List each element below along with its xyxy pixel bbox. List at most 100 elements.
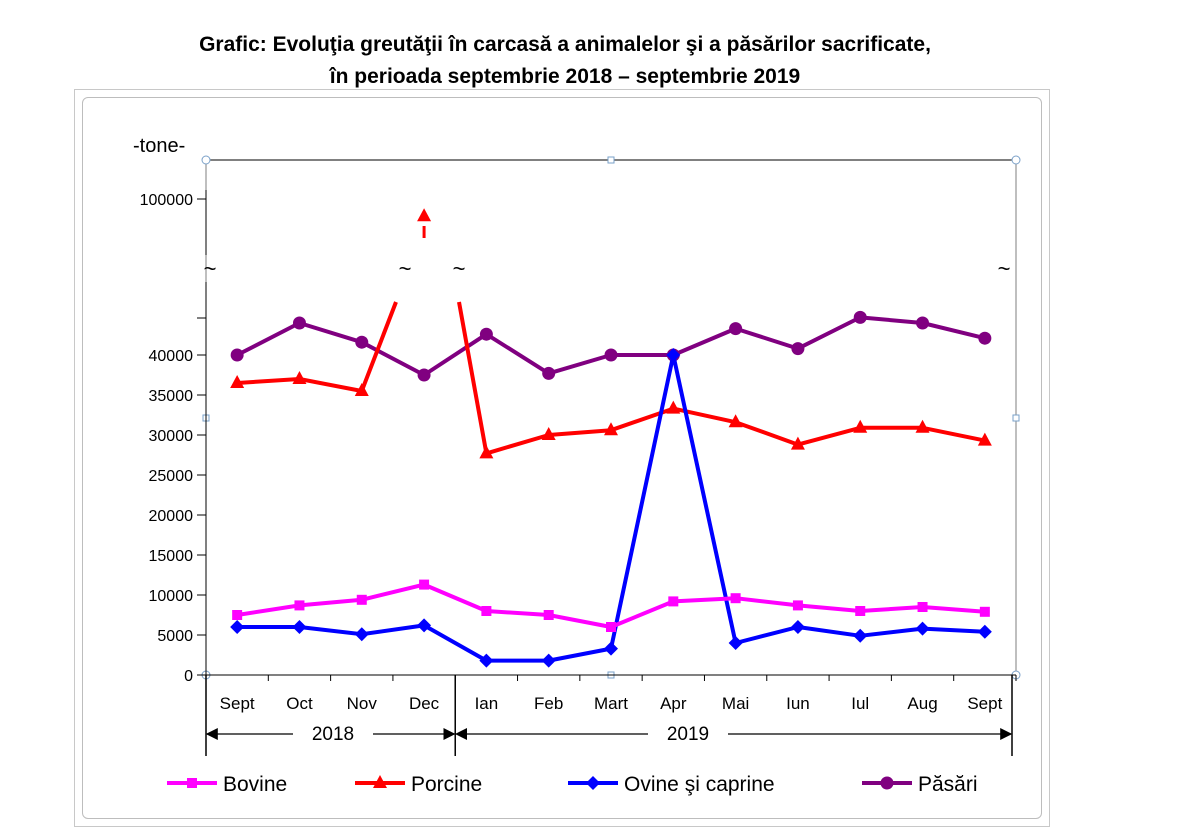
x-tick-label: Apr (660, 694, 687, 713)
data-point-square (917, 602, 928, 612)
chart-title-line-1: Grafic: Evoluţia greutăţii în carcasă a … (199, 33, 931, 56)
data-point-circle (230, 348, 244, 362)
y-tick-label: 100000 (140, 192, 193, 209)
legend-marker (586, 776, 600, 790)
data-point-diamond (604, 641, 618, 656)
data-point-diamond (479, 653, 494, 668)
data-point-triangle (417, 208, 432, 222)
chart-outer-frame (74, 89, 1050, 827)
data-point-square (419, 579, 430, 590)
data-point-triangle (915, 419, 930, 433)
data-point-circle (355, 335, 369, 349)
data-point-square (294, 600, 305, 611)
data-point-circle (978, 331, 992, 345)
data-point-square (979, 606, 990, 617)
x-tick-label: Iun (786, 694, 810, 713)
legend-label: Bovine (223, 773, 287, 796)
axis-break-mark: ~ (204, 256, 217, 281)
legend-marker (187, 778, 197, 788)
year-group-label: 2019 (667, 724, 709, 745)
data-point-triangle (977, 432, 992, 446)
data-point-triangle (541, 427, 556, 440)
edge-handle (1012, 414, 1020, 422)
data-point-diamond (728, 636, 743, 650)
y-tick-label: 25000 (149, 468, 194, 485)
y-axis-unit-label: -tone- (133, 135, 185, 157)
data-point-triangle (230, 375, 245, 388)
axis-break-mark: ~ (998, 256, 1011, 281)
legend-label: Păsări (918, 773, 978, 796)
year-group-label: 2018 (312, 724, 354, 745)
data-point-square (730, 593, 741, 604)
series-line-p-s-ri (236, 315, 986, 377)
series-line-ovine-i-caprine (237, 353, 985, 663)
legend-marker (373, 775, 387, 788)
data-point-triangle (292, 371, 307, 384)
x-tick-label: Ian (475, 694, 499, 713)
data-point-triangle (853, 419, 868, 433)
y-tick-label: 40000 (149, 348, 194, 365)
x-tick-label: Sept (967, 694, 1002, 713)
legend-label: Ovine şi caprine (624, 773, 775, 796)
data-point-square (232, 610, 243, 620)
data-point-square (855, 606, 866, 616)
data-point-diamond (915, 621, 930, 636)
corner-handle (1011, 155, 1021, 165)
x-tick-label: Nov (347, 694, 378, 713)
data-point-diamond (853, 628, 868, 643)
series-line-bovine (236, 582, 985, 629)
legend-label: Porcine (411, 773, 482, 796)
data-point-diamond (292, 620, 307, 634)
data-point-circle (791, 342, 805, 356)
data-point-diamond (977, 624, 992, 639)
y-tick-label: 0 (184, 668, 193, 685)
data-point-square (668, 596, 679, 607)
x-tick-label: Feb (534, 694, 563, 713)
data-point-diamond (354, 627, 369, 642)
series-line-porcine (457, 301, 986, 456)
data-point-triangle (790, 436, 805, 450)
edge-handle (607, 156, 615, 164)
data-point-circle (916, 316, 930, 330)
chart-area-frame (82, 97, 1042, 819)
axis-break-mark: ~ (453, 256, 466, 281)
y-tick-label: 20000 (149, 508, 194, 525)
data-point-square (356, 594, 367, 605)
data-point-triangle (666, 400, 681, 414)
data-point-circle (542, 366, 556, 380)
data-point-square (606, 622, 616, 632)
data-point-diamond (417, 618, 432, 633)
y-tick-label: 15000 (149, 548, 194, 565)
data-point-diamond (666, 348, 681, 362)
data-point-square (543, 610, 554, 620)
data-point-circle (292, 316, 306, 330)
series-line-porcine (237, 301, 398, 393)
data-point-circle (417, 368, 431, 382)
data-point-circle (853, 310, 867, 324)
data-point-square (481, 606, 492, 616)
data-point-triangle (354, 383, 369, 396)
plot-area (205, 159, 1017, 676)
legend-marker (880, 776, 894, 790)
data-point-square (792, 600, 803, 611)
x-tick-label: Aug (907, 694, 937, 713)
corner-handle (201, 155, 211, 165)
x-tick-label: Oct (286, 694, 313, 713)
data-point-diamond (230, 620, 245, 634)
x-tick-label: Sept (220, 694, 255, 713)
x-tick-label: Mart (594, 694, 628, 713)
y-tick-label: 5000 (157, 628, 193, 645)
x-tick-label: Dec (409, 694, 440, 713)
axis-break-mark: ~ (399, 256, 412, 281)
data-point-diamond (790, 620, 805, 634)
x-tick-label: Mai (722, 694, 749, 713)
y-tick-label: 10000 (149, 588, 194, 605)
data-point-diamond (541, 653, 556, 668)
data-point-triangle (604, 422, 618, 436)
data-point-triangle (479, 445, 494, 459)
y-tick-label: 35000 (149, 388, 194, 405)
chart-title-line-2: în perioada septembrie 2018 – septembrie… (329, 65, 801, 88)
x-tick-label: Iul (851, 694, 869, 713)
data-point-circle (729, 322, 743, 336)
